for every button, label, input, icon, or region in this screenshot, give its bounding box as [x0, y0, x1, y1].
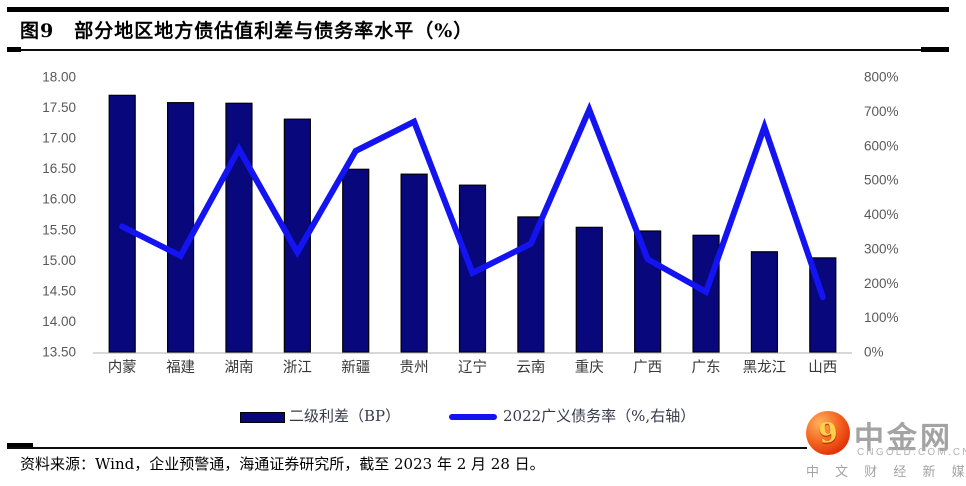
source-note: 资料来源：Wind，企业预警通，海通证券研究所，截至 2023 年 2 月 28…	[20, 455, 545, 473]
x-axis-label-内蒙: 内蒙	[108, 359, 137, 376]
legend-bar-swatch	[240, 412, 285, 423]
bar-新疆	[342, 168, 370, 353]
footer-divider-left-cap	[7, 443, 33, 447]
left-axis-tick-label: 18.00	[42, 70, 76, 85]
title-divider-left-cap	[7, 47, 21, 52]
bar-黑龙江	[750, 251, 779, 353]
x-axis-label-辽宁: 辽宁	[458, 359, 487, 376]
bar-贵州	[400, 173, 428, 353]
right-axis-tick-label: 300%	[864, 241, 899, 256]
bar-广西	[634, 230, 662, 353]
left-axis-tick-label: 14.00	[42, 314, 76, 329]
bar-湖南	[225, 102, 253, 353]
x-axis-label-福建: 福建	[166, 359, 195, 376]
legend-line-label: 2022广义债务率（%,右轴）	[503, 407, 696, 425]
x-axis-label-新疆: 新疆	[341, 359, 370, 376]
left-axis-tick-label: 15.00	[42, 253, 76, 268]
left-axis-tick-label: 17.50	[42, 100, 76, 115]
bar-福建	[166, 102, 195, 353]
logo-swirl-glyph: 9	[816, 416, 840, 450]
left-axis-tick-label: 16.50	[42, 161, 76, 176]
logo-domain: CNGOLD.COM.CN	[857, 447, 966, 458]
title-divider-right-cap	[921, 47, 949, 52]
bar-重庆	[575, 226, 603, 353]
left-axis-tick-label: 14.50	[42, 283, 76, 298]
x-axis-label-广西: 广西	[633, 359, 662, 376]
x-axis-label-云南: 云南	[516, 359, 545, 376]
x-axis-label-山西: 山西	[808, 359, 837, 376]
title-divider	[7, 49, 949, 51]
combo-chart: 18.00 17.50 17.00 16.50 16.00 15.50 15.00 14.50…	[42, 70, 899, 377]
left-axis-tick-label: 17.00	[42, 131, 76, 146]
debt-ratio-line	[119, 101, 826, 300]
left-axis-tick-label: 16.00	[42, 192, 76, 207]
left-axis-tick-label: 13.50	[42, 345, 76, 360]
legend-line-swatch	[449, 414, 497, 420]
left-axis-tick-label: 15.50	[42, 222, 76, 237]
x-axis-label-贵州: 贵州	[400, 359, 429, 376]
legend-bar-label: 二级利差（BP）	[289, 407, 401, 425]
right-axis-tick-label: 200%	[864, 276, 899, 291]
x-axis-label-湖南: 湖南	[224, 359, 253, 376]
logo-name: 中金网	[854, 421, 953, 456]
right-axis-tick-label: 600%	[864, 138, 899, 153]
right-axis-tick-label: 400%	[864, 207, 899, 222]
cngold-logo-icon: 9	[806, 411, 850, 455]
figure-title: 图9 部分地区地方债估值利差与债务率水平（%）	[20, 20, 474, 42]
x-axis-label-浙江: 浙江	[283, 359, 312, 376]
logo-tagline: 中 文 财 经 新 媒 体	[806, 465, 966, 480]
x-axis-label-黑龙江: 黑龙江	[743, 359, 787, 376]
right-axis-tick-label: 500%	[864, 173, 899, 188]
right-axis-tick-label: 0%	[864, 345, 884, 360]
top-rule	[7, 7, 949, 12]
right-axis-tick-label: 700%	[864, 104, 899, 119]
x-axis-label-广东: 广东	[692, 359, 721, 376]
x-axis-label-重庆: 重庆	[575, 359, 604, 376]
right-axis-tick-label: 100%	[864, 310, 899, 325]
footer-divider	[7, 447, 807, 449]
right-axis-tick-label: 800%	[864, 70, 899, 85]
bar-山西	[809, 257, 837, 353]
